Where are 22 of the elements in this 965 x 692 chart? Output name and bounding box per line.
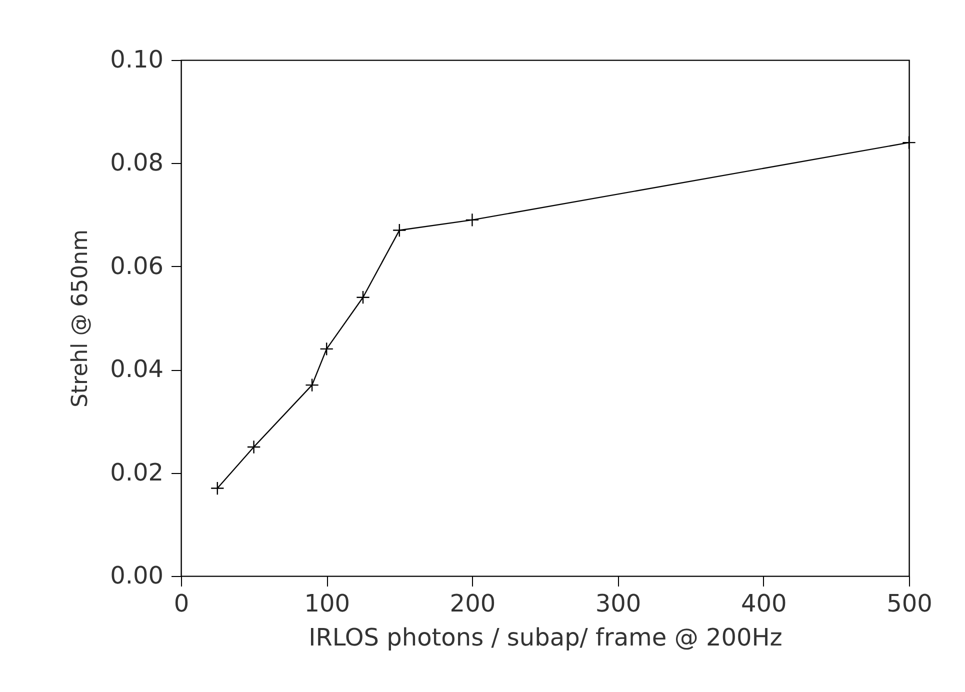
y-tick-label: 0.02 xyxy=(110,458,164,486)
y-tick-label: 0.10 xyxy=(110,46,164,74)
y-tick-label: 0.00 xyxy=(110,562,164,590)
x-tick-label: 500 xyxy=(886,590,932,618)
point xyxy=(210,481,224,496)
y-tick-label: 0.06 xyxy=(110,252,164,280)
x-tick-label: 0 xyxy=(174,590,190,618)
point xyxy=(465,213,480,227)
x-tick-label: 200 xyxy=(450,590,496,618)
point xyxy=(392,223,406,238)
point xyxy=(320,342,334,356)
x-axis-title: IRLOS photons / subap/ frame @ 200Hz xyxy=(308,624,782,652)
y-tick-label: 0.08 xyxy=(110,148,164,177)
y-tick-label: 0.04 xyxy=(110,355,164,384)
x-tick-label: 100 xyxy=(304,590,350,618)
x-tick-label: 300 xyxy=(595,590,642,618)
y-axis-title: Strehl @ 650nm xyxy=(68,229,94,408)
x-tick-label: 400 xyxy=(740,590,787,618)
point xyxy=(902,136,916,150)
point xyxy=(246,440,261,454)
point xyxy=(305,378,319,392)
point xyxy=(356,290,370,304)
